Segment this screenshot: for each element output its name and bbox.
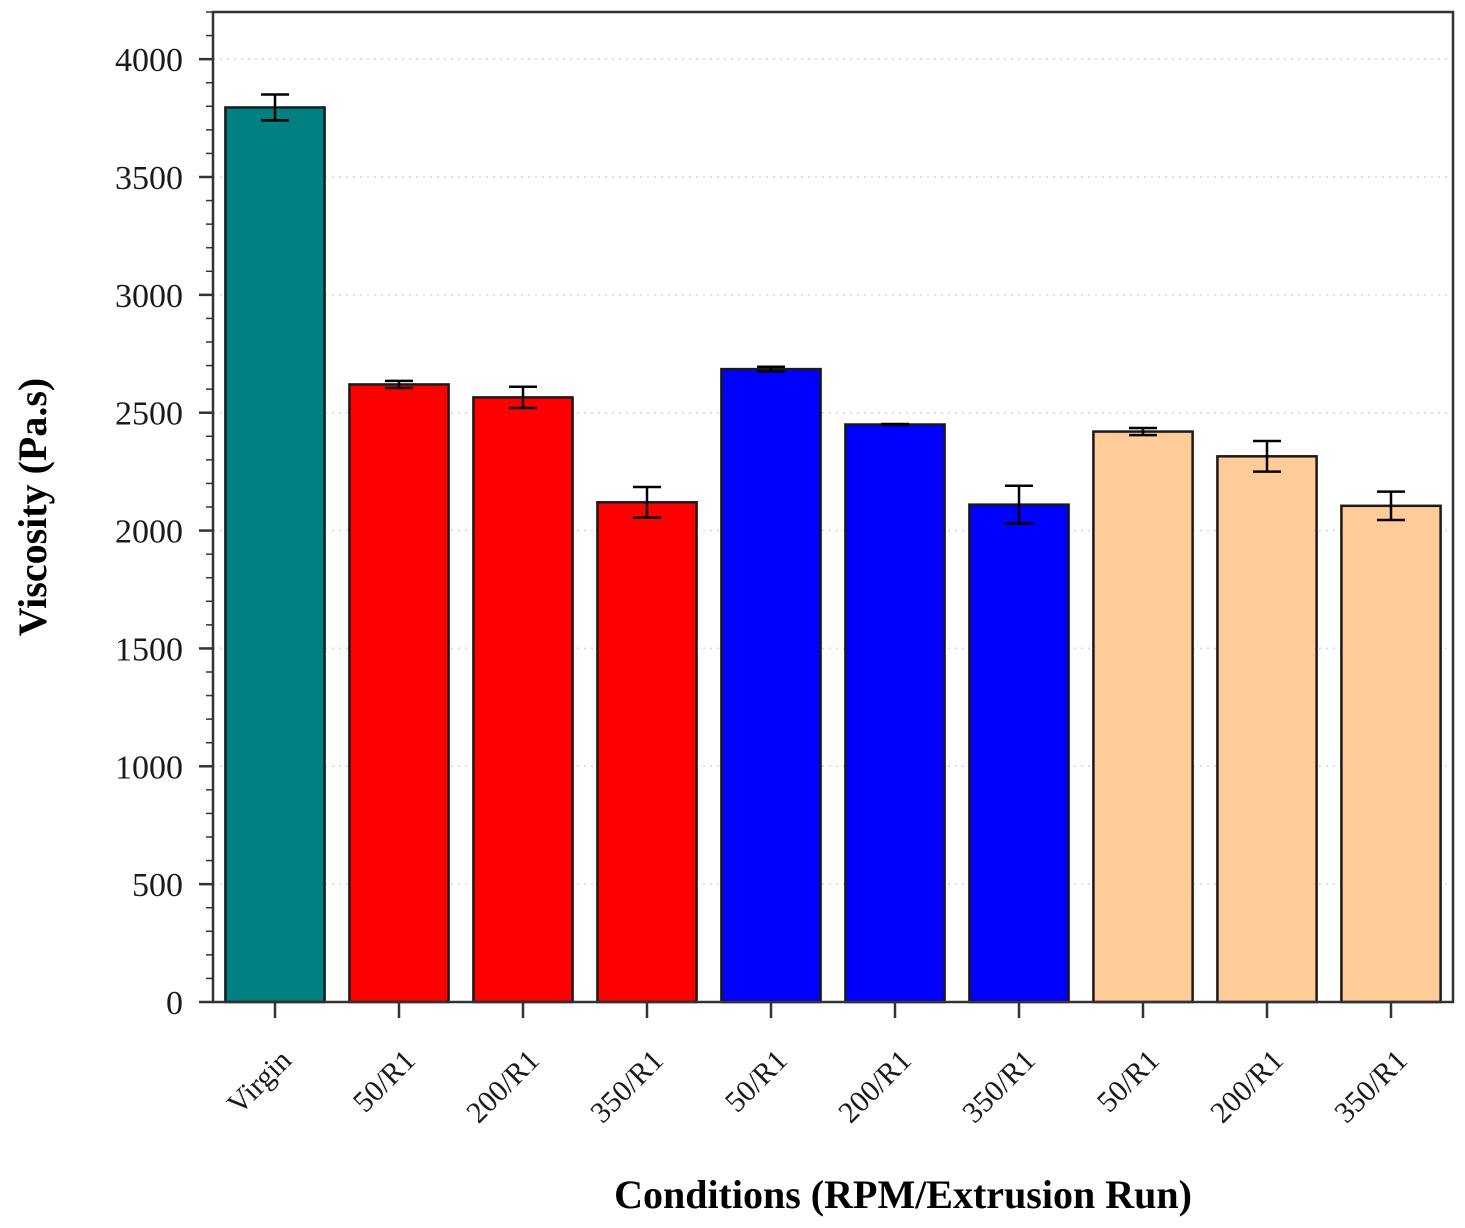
bar bbox=[720, 367, 822, 1004]
x-axis-ticks: Virgin 50/R1 200/R1 350/R1 50/R1 200/R1 350/R1… bbox=[221, 1002, 1414, 1129]
y-axis-ticks: 0 500 1000 1500 2000 2500 3000 3500 4000 bbox=[115, 11, 213, 1022]
y-tick-label: 500 bbox=[132, 867, 183, 904]
y-tick-label: 3000 bbox=[115, 278, 183, 315]
bars bbox=[224, 106, 1442, 1004]
x-category-label: 50/R1 bbox=[719, 1044, 794, 1119]
bar bbox=[1216, 455, 1318, 1004]
x-category-label: 350/R1 bbox=[1328, 1044, 1414, 1130]
bar bbox=[844, 423, 946, 1004]
bar bbox=[224, 106, 326, 1004]
y-tick-label: 3500 bbox=[115, 160, 183, 197]
x-category-label: 350/R1 bbox=[584, 1044, 670, 1130]
y-tick-label: 0 bbox=[166, 985, 183, 1022]
y-axis-title: Viscosity (Pa.s) bbox=[10, 378, 55, 636]
x-category-label: Virgin bbox=[221, 1044, 298, 1121]
error-bars bbox=[261, 93, 1405, 525]
x-axis-title: Conditions (RPM/Extrusion Run) bbox=[614, 1172, 1192, 1217]
x-category-label: 200/R1 bbox=[1204, 1044, 1290, 1130]
x-category-label: 200/R1 bbox=[460, 1044, 546, 1130]
bar bbox=[348, 383, 450, 1004]
bar bbox=[472, 396, 574, 1004]
y-tick-label: 2500 bbox=[115, 396, 183, 433]
y-tick-label: 4000 bbox=[115, 42, 183, 79]
x-category-label: 50/R1 bbox=[347, 1044, 422, 1119]
y-tick-label: 2000 bbox=[115, 514, 183, 551]
x-category-label: 200/R1 bbox=[832, 1044, 918, 1130]
bar bbox=[596, 501, 698, 1004]
bar bbox=[1092, 430, 1194, 1004]
bar bbox=[1340, 504, 1442, 1004]
x-category-label: 50/R1 bbox=[1091, 1044, 1166, 1119]
bar bbox=[968, 503, 1070, 1004]
y-tick-label: 1000 bbox=[115, 749, 183, 786]
x-category-label: 350/R1 bbox=[956, 1044, 1042, 1130]
y-tick-label: 1500 bbox=[115, 631, 183, 668]
